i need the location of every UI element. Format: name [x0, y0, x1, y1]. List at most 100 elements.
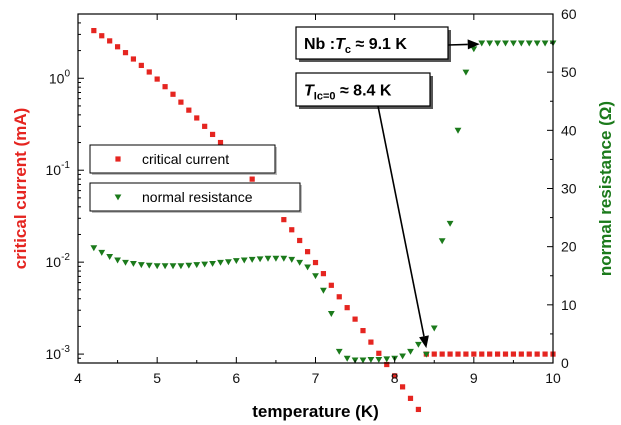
- normal-resistance-point: [169, 263, 177, 270]
- normal-resistance-point: [312, 273, 319, 280]
- normal-resistance-point: [533, 40, 541, 47]
- normal-resistance-point: [193, 262, 201, 269]
- annotation-text: Nb :Tc ≈ 9.1 K: [304, 36, 407, 56]
- critical-current-point: [146, 69, 152, 75]
- y-right-tick-label: 0: [561, 355, 569, 371]
- x-tick-label: 5: [153, 370, 161, 386]
- normal-resistance-point: [383, 356, 391, 363]
- x-tick-label: 9: [470, 370, 478, 386]
- normal-resistance-point: [217, 259, 224, 266]
- normal-resistance-point: [272, 255, 280, 262]
- normal-resistance-point: [153, 263, 161, 270]
- annotation-arrow-line: [447, 43, 468, 46]
- y-right-tick-label: 20: [561, 239, 577, 255]
- normal-resistance-point: [422, 351, 430, 358]
- x-tick-label: 6: [232, 370, 240, 386]
- series-normal-resistance: [90, 40, 557, 364]
- normal-resistance-point: [248, 256, 256, 263]
- normal-resistance-point: [335, 348, 343, 355]
- y-left-tick-label: 10-1: [46, 160, 71, 178]
- x-axis-title: temperature (K): [252, 402, 379, 421]
- critical-current-point: [107, 38, 113, 44]
- normal-resistance-point: [462, 69, 470, 76]
- y-left-tick-label: 100: [49, 68, 71, 86]
- critical-current-point: [202, 123, 208, 129]
- x-tick-label: 4: [74, 370, 82, 386]
- normal-resistance-point: [225, 259, 232, 266]
- normal-resistance-point: [470, 46, 478, 53]
- critical-current-point: [336, 294, 342, 300]
- critical-current-point: [320, 271, 327, 277]
- y-right-tick-label: 60: [561, 6, 577, 22]
- critical-current-point: [352, 316, 358, 322]
- y-right-tick-label: 10: [561, 297, 577, 313]
- legend-label: normal resistance: [142, 189, 253, 205]
- normal-resistance-point: [525, 40, 533, 47]
- critical-current-point: [439, 351, 445, 357]
- critical-current-point: [328, 282, 334, 288]
- normal-resistance-point: [359, 357, 367, 364]
- critical-current-point: [415, 406, 422, 413]
- legend-marker-triangle: [114, 194, 122, 201]
- legend-label: critical current: [142, 151, 229, 167]
- critical-current-point: [178, 99, 184, 105]
- normal-resistance-point: [209, 260, 216, 267]
- critical-current-point: [534, 351, 540, 357]
- critical-current-point: [130, 56, 137, 62]
- normal-resistance-point: [415, 341, 422, 348]
- critical-current-point: [542, 351, 548, 357]
- normal-resistance-point: [327, 311, 335, 317]
- critical-current-point: [502, 351, 509, 357]
- critical-current-point: [407, 395, 414, 401]
- normal-resistance-point: [264, 255, 272, 262]
- normal-resistance-point: [161, 263, 169, 270]
- normal-resistance-point: [304, 264, 311, 271]
- normal-resistance-point: [478, 40, 486, 47]
- y-left-tick-label: 10-3: [46, 344, 71, 362]
- annotation-tic0: TIc=0 ≈ 8.4 K: [295, 72, 433, 349]
- normal-resistance-point: [320, 287, 327, 294]
- normal-resistance-point: [430, 325, 438, 332]
- normal-resistance-point: [486, 40, 494, 47]
- critical-current-point: [447, 351, 453, 357]
- critical-current-point: [249, 176, 255, 182]
- normal-resistance-point: [399, 353, 406, 360]
- critical-current-point: [154, 76, 160, 82]
- critical-current-point: [392, 373, 398, 379]
- normal-resistance-point: [240, 257, 248, 264]
- critical-current-point: [312, 259, 319, 266]
- critical-current-point: [114, 44, 121, 50]
- y-left-axis-title: critical current (mA): [11, 108, 30, 270]
- normal-resistance-point: [541, 40, 549, 47]
- legend-entry: normal resistance: [89, 182, 302, 213]
- y-right-axis-title: normal resistance (Ω): [596, 101, 615, 276]
- series-critical-current: [91, 27, 556, 413]
- normal-resistance-point: [446, 220, 454, 227]
- normal-resistance-point: [90, 245, 98, 252]
- critical-current-point: [91, 27, 97, 34]
- normal-resistance-point: [185, 262, 193, 269]
- normal-resistance-point: [510, 40, 517, 47]
- normal-resistance-point: [367, 356, 375, 363]
- normal-resistance-point: [454, 127, 462, 134]
- critical-current-point: [304, 249, 311, 255]
- normal-resistance-point: [145, 262, 153, 269]
- critical-current-point: [186, 107, 192, 113]
- critical-current-point: [368, 339, 374, 345]
- normal-resistance-point: [98, 249, 106, 256]
- normal-resistance-point: [296, 259, 304, 266]
- critical-current-point: [431, 351, 437, 357]
- normal-resistance-point: [288, 256, 296, 263]
- x-tick-label: 7: [312, 370, 320, 386]
- x-tick-label: 10: [545, 370, 561, 386]
- x-tick-label: 8: [391, 370, 399, 386]
- critical-current-point: [510, 351, 517, 357]
- normal-resistance-point: [122, 259, 129, 266]
- normal-resistance-point: [343, 355, 351, 362]
- y-right-tick-label: 50: [561, 64, 577, 80]
- normal-resistance-point: [375, 356, 383, 363]
- y-right-tick-label: 40: [561, 122, 577, 138]
- normal-resistance-point: [438, 238, 446, 245]
- critical-current-point: [455, 351, 461, 357]
- critical-current-point: [518, 351, 524, 357]
